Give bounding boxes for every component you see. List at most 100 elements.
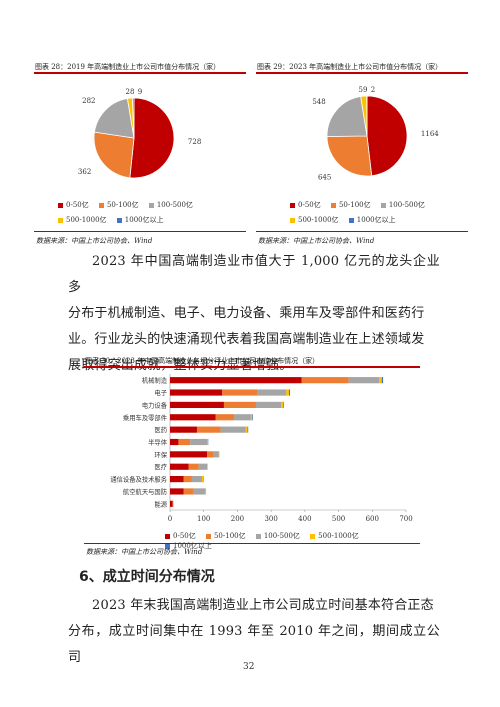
legend-label: 500-1000亿	[298, 216, 339, 224]
bar-segment	[170, 389, 223, 396]
x-tick-label: 400	[298, 515, 311, 523]
legend-swatch	[58, 217, 63, 223]
bar-segment	[207, 438, 208, 446]
bar-segment	[283, 401, 284, 408]
pie-slice-0-50亿	[129, 97, 175, 179]
legend-label: 0-50亿	[66, 201, 89, 209]
legend-label: 500-1000亿	[66, 216, 107, 224]
pie-data-label: 362	[78, 168, 91, 176]
pie-data-label: 645	[318, 174, 331, 182]
category-label: 医疗	[154, 462, 167, 471]
bar-segment	[301, 377, 349, 384]
bar-segment	[198, 463, 208, 470]
x-tick-label: 500	[332, 515, 345, 523]
legend-item: 500-1000亿	[290, 215, 339, 225]
fig29-title: 图表 29：2023 年高端制造业上市公司市值分布情况（家）	[257, 63, 443, 71]
legend-label: 50-100亿	[106, 201, 139, 209]
legend-item: 0-50亿	[165, 531, 196, 541]
pie-slice-100-500亿	[326, 96, 368, 137]
bar-segment	[188, 463, 199, 470]
legend-label: 100-500亿	[156, 201, 193, 209]
category-label: 能源	[154, 499, 167, 508]
bar-segment	[170, 414, 216, 421]
bar-segment	[252, 414, 253, 421]
section-heading: 6、成立时间分布情况	[79, 569, 215, 585]
bar-segment	[170, 401, 224, 408]
pie-data-label: 59	[359, 86, 368, 94]
bar-segment	[207, 463, 208, 470]
fig29-title-rule	[256, 72, 468, 74]
bar-segment	[170, 500, 173, 507]
legend-label: 0-50亿	[173, 532, 196, 540]
legend-swatch	[290, 202, 295, 208]
pie-data-label: 9	[138, 88, 142, 96]
bar-segment	[286, 389, 290, 396]
legend-label: 0-50亿	[298, 201, 321, 209]
pie-slice-100-500亿	[93, 98, 135, 139]
bar-segment	[218, 451, 220, 458]
fig28-bottom-rule	[34, 231, 246, 232]
legend-swatch	[310, 533, 316, 539]
bar-segment	[170, 476, 184, 483]
pie-data-label: 28	[126, 88, 135, 96]
bar-segment	[170, 488, 184, 495]
bar-segment	[203, 476, 204, 483]
pie-slice-1000亿以上	[131, 97, 135, 139]
bar-segment	[379, 377, 382, 384]
bar-segment	[207, 438, 209, 446]
pie-slice-50-100亿	[326, 135, 373, 177]
legend-item: 100-500亿	[380, 200, 425, 210]
legend-item: 0-50亿	[58, 200, 89, 210]
pie-data-label: 1164	[421, 130, 439, 138]
x-tick-label: 700	[399, 515, 412, 523]
bar-segment	[170, 438, 179, 446]
x-tick-label: 100	[197, 515, 210, 523]
legend-item: 500-1000亿	[58, 215, 107, 225]
pie-chart-2019: 728 362 282 28 9	[78, 88, 201, 179]
bar-segment	[281, 401, 284, 408]
bar-segment	[196, 426, 221, 433]
fig30-bottom-rule	[84, 543, 420, 544]
bar-segment	[205, 488, 207, 495]
legend-item: 500-1000亿	[310, 531, 359, 541]
stacked-bar-chart: 机械制造电子电力设备乘用车及零部件医药半导体环保医疗通信设备及技术服务航空航天与…	[110, 374, 413, 523]
bar-segment	[257, 389, 287, 396]
bar-segment	[178, 438, 191, 446]
legend-swatch	[98, 202, 104, 208]
fig29-bottom-rule	[256, 231, 468, 232]
fig28-title: 图表 28：2019 年高端制造业上市公司市值分布情况（家）	[35, 63, 221, 71]
legend-swatch	[165, 533, 170, 539]
bar-segment	[191, 476, 203, 483]
bar-segment	[170, 463, 189, 470]
category-label: 机械制造	[142, 376, 168, 385]
legend-label: 1000亿以上	[173, 542, 212, 550]
legend-swatch	[380, 202, 386, 208]
bar-segment	[247, 426, 249, 433]
legend-label: 500-1000亿	[318, 532, 359, 540]
legend-swatch	[148, 202, 154, 208]
bar-segment	[245, 426, 248, 433]
bar-segment	[215, 414, 235, 421]
bar-segment	[193, 488, 206, 495]
x-tick-label: 600	[366, 515, 379, 523]
legend-swatch	[348, 217, 354, 223]
category-label: 航空航天与国防	[123, 487, 167, 496]
legend-swatch	[205, 533, 211, 539]
legend-label: 50-100亿	[338, 201, 371, 209]
legend-swatch	[255, 533, 261, 539]
legend-item: 1000亿以上	[348, 215, 396, 225]
bar-segment	[289, 389, 291, 396]
fig30-title-rule	[84, 366, 420, 368]
bar-segment	[172, 500, 174, 507]
paragraph-line: 分布于机械制造、电子、电力设备、乘用车及零部件和医药行	[68, 306, 425, 321]
fig30-title: 图表 30：2023 年中国高端制造业各细分行业上市公司市值分布情况（家）	[85, 357, 320, 365]
legend-swatch	[165, 543, 170, 549]
legend-swatch	[330, 202, 336, 208]
bar-segment	[348, 377, 380, 384]
category-label: 乘用车及零部件	[123, 413, 167, 422]
bar-segment	[213, 451, 219, 458]
legend-item: 0-50亿	[290, 200, 321, 210]
legend-label: 100-500亿	[263, 532, 300, 540]
paragraph-line: 2023 年中国高端制造业市值大于 1,000 亿元的龙头企业多	[68, 254, 440, 295]
bar-segment	[222, 389, 258, 396]
